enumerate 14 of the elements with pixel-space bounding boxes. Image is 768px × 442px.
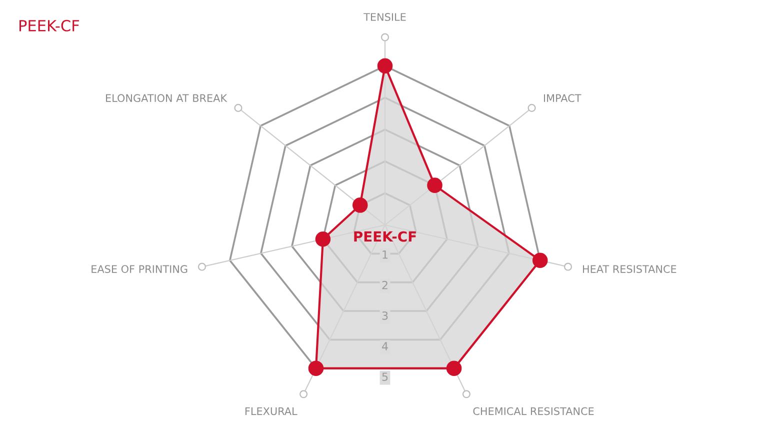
spoke-label: IMPACT [544, 94, 582, 102]
spoke-label: TENSILE [364, 13, 406, 21]
y-tick-label: 1 [382, 250, 388, 259]
series-label: PEEK-CF [354, 231, 416, 242]
spoke-label: HEAT RESISTANCE [583, 265, 676, 273]
chart-title: PEEK-CF [20, 20, 80, 32]
y-tick-label: 3 [382, 311, 388, 320]
spoke-label: FLEXURAL [245, 407, 298, 416]
spoke-label: EASE OF PRINTING [92, 265, 188, 273]
spoke-label: ELONGATION AT BREAK [106, 94, 228, 102]
y-tick-label: 4 [382, 342, 388, 350]
y-tick-label: 5 [382, 372, 388, 381]
y-tick-label: 2 [382, 280, 388, 290]
spoke-label: CHEMICAL RESISTANCE [473, 407, 594, 416]
